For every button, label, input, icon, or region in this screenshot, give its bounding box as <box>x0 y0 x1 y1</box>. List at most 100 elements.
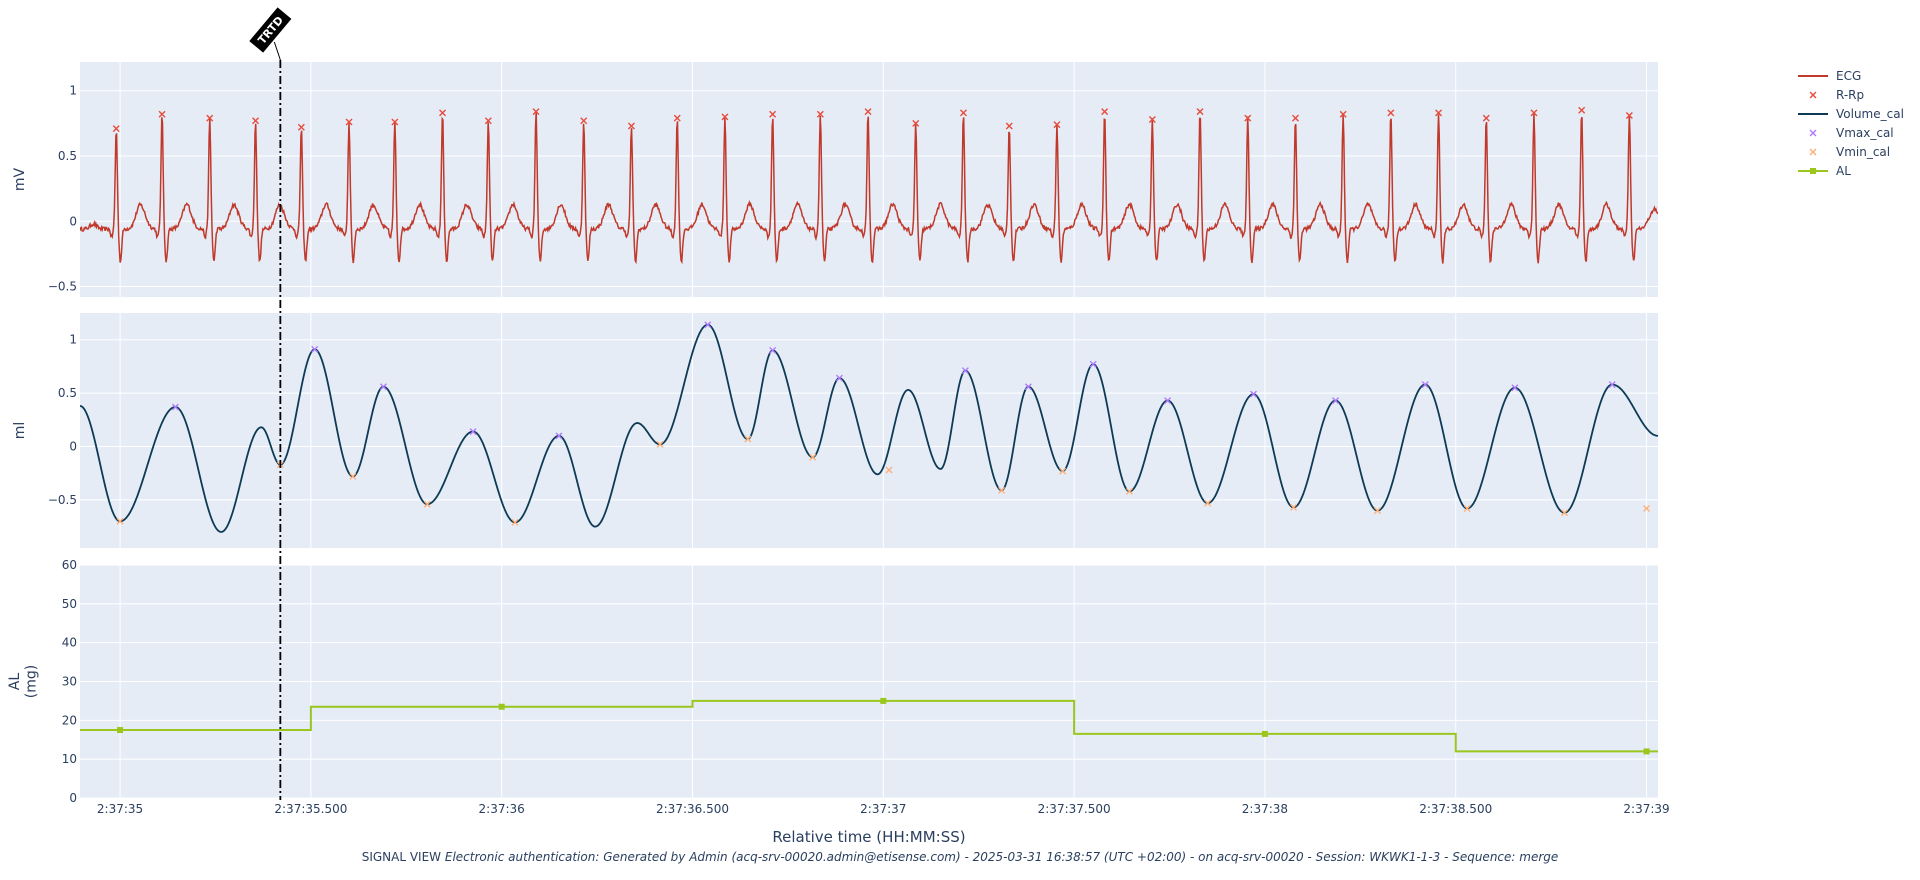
vmin-marker <box>1204 499 1212 507</box>
vmax-marker <box>1511 384 1519 392</box>
y-tick-label: 0 <box>69 791 77 805</box>
legend-item-vmin-cal: Vmin_cal <box>1809 145 1890 159</box>
r-rp-marker <box>1625 112 1633 120</box>
vmax-marker <box>555 432 563 440</box>
y-tick-label: 0.5 <box>58 149 77 163</box>
vmin-marker <box>423 500 431 508</box>
y-axis-label: AL(mg) <box>7 665 39 698</box>
al-marker <box>117 727 124 734</box>
r-rp-marker <box>912 119 920 127</box>
legend-swatch-marker <box>1810 168 1816 174</box>
y-tick-label: 1 <box>69 84 77 98</box>
r-rp-marker <box>1578 106 1586 114</box>
legend-item-ecg: ECG <box>1798 69 1861 83</box>
x-tick-label: 2:37:38.500 <box>1419 802 1492 816</box>
vmax-marker <box>835 374 843 382</box>
r-rp-marker <box>391 118 399 126</box>
legend: ECG R-Rp Volume_cal Vmax_cal Vmin_cal AL <box>1798 69 1904 178</box>
x-tick-label: 2:37:37 <box>860 802 906 816</box>
y-tick-label: 10 <box>62 752 77 766</box>
vmin-marker <box>885 466 893 474</box>
y-tick-label: 50 <box>62 597 77 611</box>
vmax-marker <box>704 321 712 329</box>
vmin-marker <box>1059 467 1067 475</box>
panel-ecg: −0.5 0 0.5 1 mV <box>12 62 1658 297</box>
r-rp-marker <box>627 122 635 130</box>
legend-item-vmax-cal: Vmax_cal <box>1809 126 1894 140</box>
vmin-marker <box>998 486 1006 494</box>
r-rp-marker <box>1530 109 1538 117</box>
r-rp-marker <box>721 113 729 121</box>
vmin-marker <box>1463 504 1471 512</box>
vmax-marker <box>171 403 179 411</box>
vmax-marker <box>961 367 969 375</box>
y-tick-label: 40 <box>62 636 77 650</box>
r-rp-marker <box>484 117 492 125</box>
vmin-marker <box>116 517 124 525</box>
x-tick-label: 2:37:35.500 <box>274 802 347 816</box>
y-tick-label: −0.5 <box>48 280 77 294</box>
r-rp-marker <box>816 110 824 118</box>
legend-item-r-rp: R-Rp <box>1809 88 1864 102</box>
vmax-marker <box>769 346 777 354</box>
x-axis-title: Relative time (HH:MM:SS) <box>772 828 965 846</box>
x-tick-label: 2:37:36.500 <box>656 802 729 816</box>
x-tick-label: 2:37:39 <box>1623 802 1669 816</box>
footer-label: SIGNAL VIEW <box>361 850 442 864</box>
r-rp-marker <box>439 109 447 117</box>
legend-swatch <box>1809 148 1817 156</box>
vmax-marker <box>1024 383 1032 391</box>
r-rp-marker <box>959 109 967 117</box>
footer-authentication: Electronic authentication: Generated by … <box>444 850 1559 864</box>
vmax-marker <box>311 345 319 353</box>
vmax-marker <box>1332 397 1340 405</box>
trtd-flag-box <box>249 7 292 53</box>
r-rp-marker <box>158 110 166 118</box>
y-axis-label: mV <box>12 167 28 191</box>
y-tick-label: −0.5 <box>48 493 77 507</box>
r-rp-marker <box>1053 121 1061 129</box>
vmin-marker <box>809 453 817 461</box>
legend-label: Vmin_cal <box>1836 145 1890 159</box>
legend-label: Vmax_cal <box>1836 126 1894 140</box>
r-rp-marker <box>673 114 681 122</box>
plot-area-volume <box>80 313 1658 548</box>
r-rp-marker <box>206 114 214 122</box>
legend-label: R-Rp <box>1836 88 1864 102</box>
r-rp-marker <box>864 108 872 116</box>
r-rp-marker <box>1339 110 1347 118</box>
vmin-marker <box>744 435 752 443</box>
vmax-marker <box>469 428 477 436</box>
al-marker <box>498 703 505 710</box>
legend-label: Volume_cal <box>1836 107 1904 121</box>
r-rp-marker <box>297 123 305 131</box>
vmin-marker <box>1290 503 1298 511</box>
series-group-volume <box>80 321 1658 533</box>
y-tick-label: 0 <box>69 214 77 228</box>
x-axis: 2:37:35 2:37:35.500 2:37:36 2:37:36.500 2:37… <box>97 802 1670 846</box>
r-rp-marker <box>532 108 540 116</box>
y-tick-label: 0 <box>69 440 77 454</box>
y-axis-label: ml <box>12 422 28 440</box>
r-rp-marker <box>1101 108 1109 116</box>
r-rp-marker <box>1005 122 1013 130</box>
r-rp-marker <box>580 117 588 125</box>
al-marker <box>1261 730 1268 737</box>
r-rp-marker <box>1148 115 1156 123</box>
vmin-marker <box>1125 487 1133 495</box>
y-tick-label: 1 <box>69 333 77 347</box>
x-tick-label: 2:37:37.500 <box>1038 802 1111 816</box>
y-tick-label: 30 <box>62 675 77 689</box>
series-group-al <box>80 697 1658 755</box>
r-rp-marker <box>769 110 777 118</box>
y-tick-label: 0.5 <box>58 386 77 400</box>
r-rp-marker <box>345 118 353 126</box>
vmin-marker <box>656 440 664 448</box>
x-tick-label: 2:37:36 <box>479 802 525 816</box>
vmin-marker <box>1374 507 1382 515</box>
al-marker <box>1643 748 1650 755</box>
vmax-marker <box>1164 397 1172 405</box>
r-rp-marker <box>1482 114 1490 122</box>
legend-swatch <box>1809 129 1817 137</box>
